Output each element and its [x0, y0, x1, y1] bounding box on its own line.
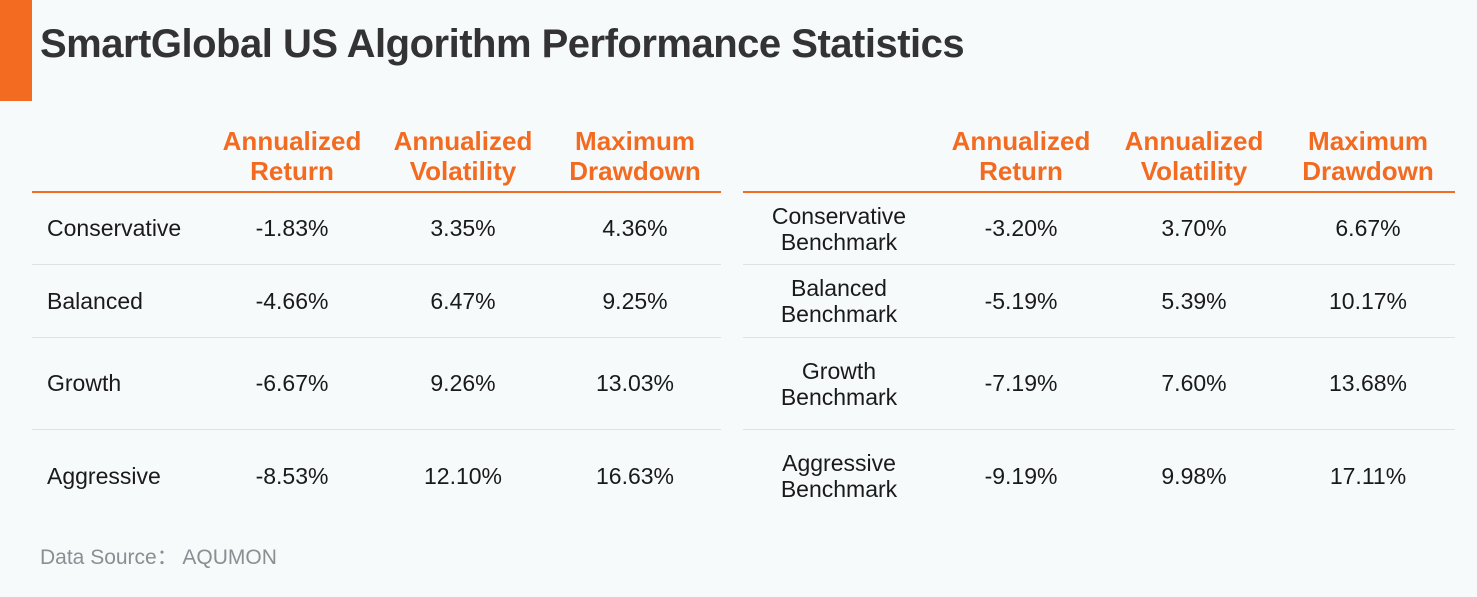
- table-row: Balanced Benchmark -5.19% 5.39% 10.17%: [743, 265, 1455, 338]
- cell-drawdown: 13.03%: [595, 370, 674, 396]
- cell-drawdown: 13.68%: [1328, 370, 1407, 396]
- cell-drawdown: 10.17%: [1328, 287, 1407, 314]
- row-name: Aggressive: [47, 462, 161, 489]
- table-row: Growth -6.67% 9.26% 13.03%: [32, 338, 721, 430]
- page-title: SmartGlobal US Algorithm Performance Sta…: [40, 22, 965, 66]
- cell-return: -1.83%: [255, 215, 329, 241]
- table-row: Aggressive Benchmark -9.19% 9.98% 17.11%: [743, 430, 1455, 522]
- cell-drawdown: 6.67%: [1335, 215, 1401, 241]
- algorithm-table: Annualized Return Annualized Volatility Ma…: [32, 120, 721, 522]
- table-row: Conservative -1.83% 3.35% 4.36%: [32, 193, 721, 265]
- row-name: Growth: [47, 370, 122, 396]
- table-row: Aggressive -8.53% 12.10% 16.63%: [32, 430, 721, 522]
- table-header: Annualized Return Annualized Volatility Ma…: [743, 120, 1455, 193]
- header-spacer: [32, 120, 207, 191]
- header-maximum-drawdown: Maximum Drawdown: [569, 126, 701, 186]
- header-annualized-volatility: Annualized Volatility: [1124, 126, 1264, 186]
- cell-drawdown: 16.63%: [595, 462, 674, 489]
- header-spacer: [743, 120, 935, 191]
- cell-volatility: 3.35%: [430, 215, 496, 241]
- row-name: Aggressive Benchmark: [780, 450, 898, 502]
- data-source: Data Source： AQUMON: [40, 546, 277, 569]
- table-row: Conservative Benchmark -3.20% 3.70% 6.67%: [743, 193, 1455, 265]
- header-maximum-drawdown: Maximum Drawdown: [1302, 126, 1434, 186]
- cell-volatility: 12.10%: [423, 462, 502, 489]
- accent-bar: [0, 0, 32, 101]
- cell-volatility: 5.39%: [1161, 287, 1227, 314]
- table-row: Balanced -4.66% 6.47% 9.25%: [32, 265, 721, 338]
- row-name: Balanced Benchmark: [780, 275, 898, 327]
- cell-return: -4.66%: [255, 287, 329, 314]
- cell-return: -6.67%: [255, 370, 329, 396]
- row-name: Balanced: [47, 287, 143, 314]
- table-row: Growth Benchmark -7.19% 7.60% 13.68%: [743, 338, 1455, 430]
- cell-drawdown: 9.25%: [602, 287, 668, 314]
- cell-return: -7.19%: [984, 370, 1058, 396]
- header-annualized-volatility: Annualized Volatility: [393, 126, 533, 186]
- row-name: Growth Benchmark: [780, 357, 898, 410]
- table-header: Annualized Return Annualized Volatility Ma…: [32, 120, 721, 193]
- cell-volatility: 9.26%: [430, 370, 496, 396]
- cell-volatility: 3.70%: [1161, 215, 1227, 241]
- row-name: Conservative Benchmark: [771, 202, 907, 255]
- cell-volatility: 6.47%: [430, 287, 496, 314]
- cell-drawdown: 17.11%: [1329, 462, 1407, 489]
- row-name: Conservative: [47, 215, 182, 241]
- cell-return: -5.19%: [984, 287, 1058, 314]
- benchmark-table: Annualized Return Annualized Volatility Ma…: [743, 120, 1455, 522]
- cell-volatility: 9.98%: [1161, 462, 1227, 489]
- cell-volatility: 7.60%: [1161, 370, 1227, 396]
- cell-return: -9.19%: [984, 462, 1058, 489]
- cell-return: -3.20%: [984, 215, 1058, 241]
- cell-drawdown: 4.36%: [602, 215, 668, 241]
- cell-return: -8.53%: [255, 462, 329, 489]
- header-annualized-return: Annualized Return: [222, 126, 362, 186]
- header-annualized-return: Annualized Return: [951, 126, 1091, 186]
